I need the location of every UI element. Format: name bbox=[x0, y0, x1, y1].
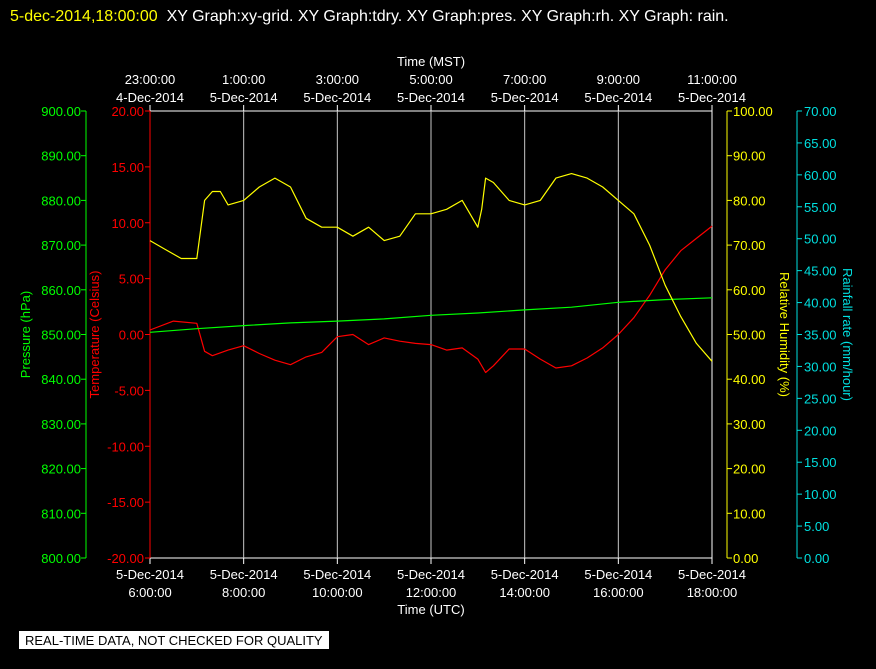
pressure-tick-label: 880.00 bbox=[41, 193, 81, 208]
rainfall-axis-title: Rainfall rate (mm/hour) bbox=[840, 268, 855, 401]
x-tick-label-time: 8:00:00 bbox=[222, 585, 265, 600]
rainfall-tick-label: 20.00 bbox=[804, 423, 837, 438]
humidity-tick-label: 40.00 bbox=[733, 372, 766, 387]
x-tick-label-time: 10:00:00 bbox=[312, 585, 363, 600]
top-tick-label-date: 5-Dec-2014 bbox=[584, 90, 652, 105]
humidity-tick-label: 30.00 bbox=[733, 417, 766, 432]
x-axis-title: Time (UTC) bbox=[397, 602, 464, 617]
rainfall-tick-label: 35.00 bbox=[804, 328, 837, 343]
humidity-tick-label: 60.00 bbox=[733, 283, 766, 298]
humidity-series-line bbox=[149, 173, 713, 362]
humidity-tick-label: 90.00 bbox=[733, 149, 766, 164]
humidity-tick-label: 20.00 bbox=[733, 462, 766, 477]
pressure-tick-label: 850.00 bbox=[41, 328, 81, 343]
header-graph-list: XY Graph:xy-grid. XY Graph:tdry. XY Grap… bbox=[166, 8, 729, 25]
rainfall-tick-label: 25.00 bbox=[804, 391, 837, 406]
rainfall-tick-label: 60.00 bbox=[804, 168, 837, 183]
pressure-tick-label: 900.00 bbox=[41, 104, 81, 119]
top-tick-label-time: 5:00:00 bbox=[409, 72, 452, 87]
pressure-tick-label: 830.00 bbox=[41, 417, 81, 432]
top-tick-label-date: 5-Dec-2014 bbox=[678, 90, 746, 105]
humidity-tick-label: 70.00 bbox=[733, 238, 766, 253]
x-tick-label-date: 5-Dec-2014 bbox=[303, 567, 371, 582]
top-tick-label-time: 3:00:00 bbox=[316, 72, 359, 87]
pressure-tick-label: 860.00 bbox=[41, 283, 81, 298]
top-tick-label-time: 23:00:00 bbox=[125, 72, 176, 87]
temperature-tick-label: 15.00 bbox=[111, 160, 144, 175]
x-tick-label-time: 14:00:00 bbox=[499, 585, 550, 600]
top-tick-label-time: 7:00:00 bbox=[503, 72, 546, 87]
pressure-tick-label: 840.00 bbox=[41, 372, 81, 387]
pressure-tick-label: 890.00 bbox=[41, 149, 81, 164]
x-tick-label-date: 5-Dec-2014 bbox=[116, 567, 184, 582]
rainfall-tick-label: 70.00 bbox=[804, 104, 837, 119]
x-tick-label-time: 12:00:00 bbox=[406, 585, 457, 600]
temperature-series-line bbox=[149, 225, 713, 374]
chart-header: 5-dec-2014,18:00:00 XY Graph:xy-grid. XY… bbox=[10, 3, 870, 30]
rainfall-tick-label: 5.00 bbox=[804, 519, 829, 534]
x-tick-label-date: 5-Dec-2014 bbox=[584, 567, 652, 582]
x-tick-label-date: 5-Dec-2014 bbox=[678, 567, 746, 582]
rainfall-tick-label: 65.00 bbox=[804, 136, 837, 151]
quality-disclaimer: REAL-TIME DATA, NOT CHECKED FOR QUALITY bbox=[19, 631, 329, 649]
humidity-tick-label: 80.00 bbox=[733, 193, 766, 208]
top-tick-label-date: 5-Dec-2014 bbox=[210, 90, 278, 105]
temperature-axis-title: Temperature (Celsius) bbox=[87, 271, 102, 399]
top-tick-label-time: 11:00:00 bbox=[687, 72, 737, 87]
pressure-tick-label: 810.00 bbox=[41, 506, 81, 521]
rainfall-tick-label: 55.00 bbox=[804, 200, 837, 215]
pressure-series-line bbox=[149, 297, 713, 333]
top-tick-label-date: 5-Dec-2014 bbox=[397, 90, 465, 105]
top-tick-label-date: 5-Dec-2014 bbox=[491, 90, 559, 105]
x-tick-label-time: 18:00:00 bbox=[687, 585, 738, 600]
x-tick-label-date: 5-Dec-2014 bbox=[491, 567, 559, 582]
rainfall-tick-label: 40.00 bbox=[804, 296, 837, 311]
rainfall-tick-label: 0.00 bbox=[804, 551, 829, 566]
top-tick-label-date: 4-Dec-2014 bbox=[116, 90, 184, 105]
x-tick-label-date: 5-Dec-2014 bbox=[210, 567, 278, 582]
rainfall-tick-label: 10.00 bbox=[804, 487, 837, 502]
temperature-tick-label: -5.00 bbox=[114, 383, 144, 398]
x-tick-label-date: 5-Dec-2014 bbox=[397, 567, 465, 582]
temperature-tick-label: 20.00 bbox=[111, 104, 144, 119]
x-tick-label-time: 6:00:00 bbox=[128, 585, 171, 600]
humidity-tick-label: 50.00 bbox=[733, 328, 766, 343]
x-tick-label-time: 16:00:00 bbox=[593, 585, 644, 600]
temperature-tick-label: 5.00 bbox=[119, 272, 144, 287]
top-axis-title: Time (MST) bbox=[397, 54, 465, 69]
rainfall-tick-label: 45.00 bbox=[804, 264, 837, 279]
temperature-tick-label: -10.00 bbox=[107, 439, 144, 454]
pressure-tick-label: 820.00 bbox=[41, 462, 81, 477]
temperature-tick-label: -20.00 bbox=[107, 551, 144, 566]
rainfall-tick-label: 15.00 bbox=[804, 455, 837, 470]
temperature-tick-label: 10.00 bbox=[111, 216, 144, 231]
temperature-tick-label: -15.00 bbox=[107, 495, 144, 510]
humidity-tick-label: 10.00 bbox=[733, 506, 766, 521]
temperature-tick-label: 0.00 bbox=[119, 328, 144, 343]
top-tick-label-time: 1:00:00 bbox=[222, 72, 265, 87]
pressure-tick-label: 870.00 bbox=[41, 238, 81, 253]
top-tick-label-date: 5-Dec-2014 bbox=[303, 90, 371, 105]
rainfall-tick-label: 30.00 bbox=[804, 359, 837, 374]
humidity-axis-title: Relative Humidity (%) bbox=[777, 272, 792, 397]
top-tick-label-time: 9:00:00 bbox=[597, 72, 640, 87]
pressure-axis-title: Pressure (hPa) bbox=[18, 291, 33, 378]
pressure-tick-label: 800.00 bbox=[41, 551, 81, 566]
humidity-tick-label: 100.00 bbox=[733, 104, 773, 119]
rainfall-tick-label: 50.00 bbox=[804, 232, 837, 247]
header-date-time: 5-dec-2014,18:00:00 bbox=[10, 8, 158, 25]
humidity-tick-label: 0.00 bbox=[733, 551, 758, 566]
